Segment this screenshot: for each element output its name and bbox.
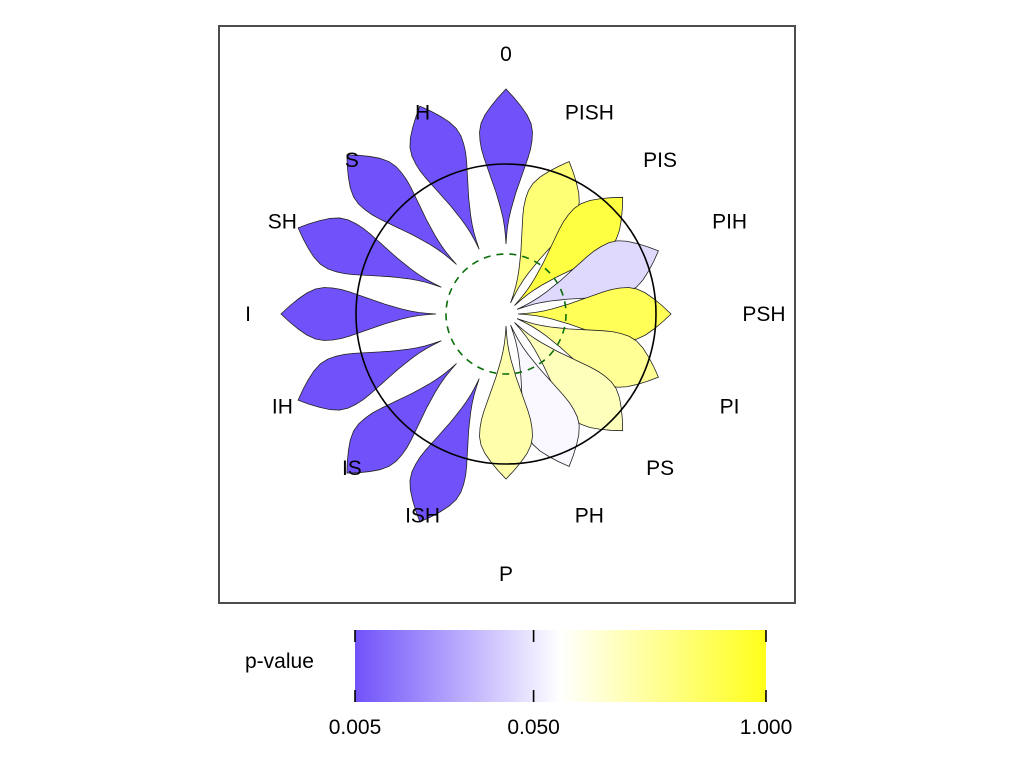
colorbar-tick-label: 0.005: [329, 716, 382, 739]
violin-pish: [510, 161, 580, 304]
category-label-h: H: [415, 102, 430, 125]
violin-0: [479, 88, 533, 245]
violin-pi: [516, 318, 659, 388]
category-label-pih: PIH: [712, 210, 747, 233]
colorbar-legend: p-value 0.005 0.050 1.000: [245, 630, 792, 739]
violin-series: [280, 88, 672, 523]
violin-pis: [514, 196, 624, 306]
category-label-pish: PISH: [565, 102, 614, 125]
category-label-0: 0: [500, 43, 512, 66]
plot-frame: [218, 25, 796, 604]
violin-i: [280, 287, 437, 341]
violin-ps: [514, 322, 624, 432]
category-label-pi: PI: [720, 396, 740, 419]
colorbar: [355, 630, 766, 702]
colorbar-ticks: 0.005 0.050 1.000: [329, 630, 793, 739]
category-label-psh: PSH: [742, 303, 785, 326]
violin-psh: [517, 287, 672, 341]
violin-is: [346, 363, 457, 474]
category-label-ps: PS: [646, 457, 674, 480]
legend-title: p-value: [245, 650, 314, 673]
category-label-pis: PIS: [643, 149, 677, 172]
category-label-p: P: [499, 563, 513, 586]
category-label-s: S: [345, 149, 359, 172]
category-label-i: I: [245, 303, 251, 326]
category-label-is: IS: [342, 457, 362, 480]
reference-circle: [355, 163, 657, 465]
colorbar-tick-label: 1.000: [740, 716, 793, 739]
colorbar-tick-label: 0.050: [507, 716, 560, 739]
category-label-sh: SH: [268, 210, 297, 233]
category-label-ih: IH: [272, 396, 293, 419]
violin-s: [346, 154, 457, 265]
violin-p: [479, 325, 533, 480]
threshold-circle: [445, 253, 567, 375]
category-label-ish: ISH: [405, 504, 440, 527]
category-label-ph: PH: [575, 504, 604, 527]
